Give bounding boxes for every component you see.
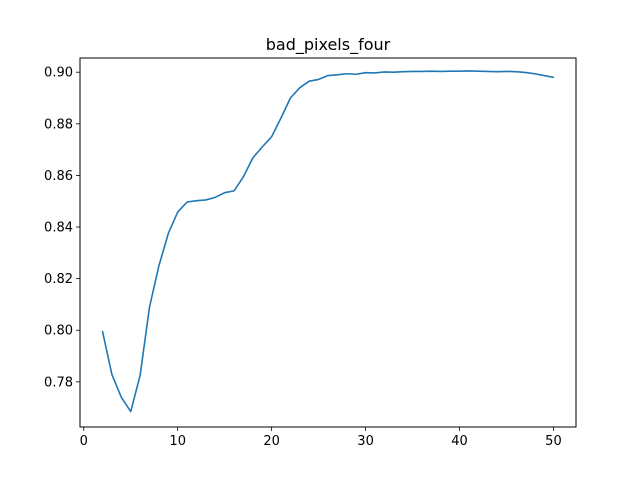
x-tick-label: 10 bbox=[169, 434, 186, 449]
x-tick-label: 30 bbox=[357, 434, 374, 449]
y-axis: 0.78 0.80 0.82 0.84 0.86 0.88 0.90 bbox=[44, 66, 80, 390]
chart-title: bad_pixels_four bbox=[266, 35, 391, 55]
y-tick-label: 0.84 bbox=[44, 221, 73, 236]
x-tick-label: 0 bbox=[80, 434, 88, 449]
plot-area bbox=[101, 70, 555, 413]
y-tick-label: 0.78 bbox=[44, 375, 73, 390]
y-tick-label: 0.82 bbox=[44, 272, 73, 287]
y-tick-label: 0.86 bbox=[44, 169, 73, 184]
y-tick-label: 0.80 bbox=[44, 324, 73, 339]
x-tick-label: 40 bbox=[451, 434, 468, 449]
x-tick-label: 50 bbox=[545, 434, 562, 449]
axes-frame bbox=[79, 57, 577, 428]
series-line-0 bbox=[101, 70, 555, 413]
y-tick-label: 0.90 bbox=[44, 66, 73, 81]
y-tick-label: 0.88 bbox=[44, 117, 73, 132]
x-tick-label: 20 bbox=[263, 434, 280, 449]
x-axis: 0 10 20 30 40 50 bbox=[80, 427, 562, 449]
